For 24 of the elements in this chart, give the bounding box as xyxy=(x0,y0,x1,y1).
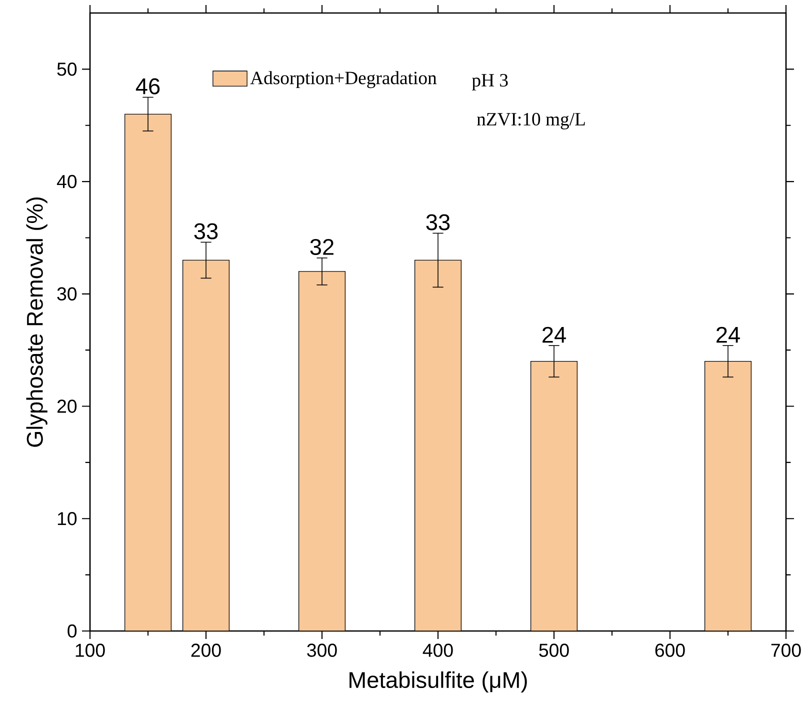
y-tick-label: 20 xyxy=(57,400,77,413)
y-axis-title: Glyphosate Removal (%) xyxy=(26,197,48,447)
y-tick-label: 10 xyxy=(58,512,77,526)
y-tick-label: 30 xyxy=(57,287,77,301)
data-label: 33 xyxy=(194,223,218,240)
x-tick-label: 600 xyxy=(655,644,685,657)
y-tick-label: 40 xyxy=(56,174,77,188)
x-axis-title: Metabisulfite (μM) xyxy=(350,671,527,693)
y-tick-label: 0 xyxy=(68,624,77,638)
data-label: 24 xyxy=(542,326,566,343)
x-tick-label: 500 xyxy=(539,644,569,657)
legend-label: Adsorption+Degradation xyxy=(250,71,437,88)
data-label: 33 xyxy=(426,214,450,230)
x-tick-label: 400 xyxy=(422,644,453,657)
data-label: 24 xyxy=(716,326,740,343)
data-label: 46 xyxy=(136,78,160,94)
x-tick-label: 700 xyxy=(771,644,801,657)
annotation: nZVI:10 mg/L xyxy=(476,112,585,130)
y-tick-label: 50 xyxy=(57,62,77,76)
x-tick-label: 200 xyxy=(191,644,221,657)
x-tick-label: 100 xyxy=(76,644,105,657)
x-tick-label: 300 xyxy=(307,644,337,657)
data-label: 32 xyxy=(310,238,334,256)
annotation: pH 3 xyxy=(472,74,508,90)
